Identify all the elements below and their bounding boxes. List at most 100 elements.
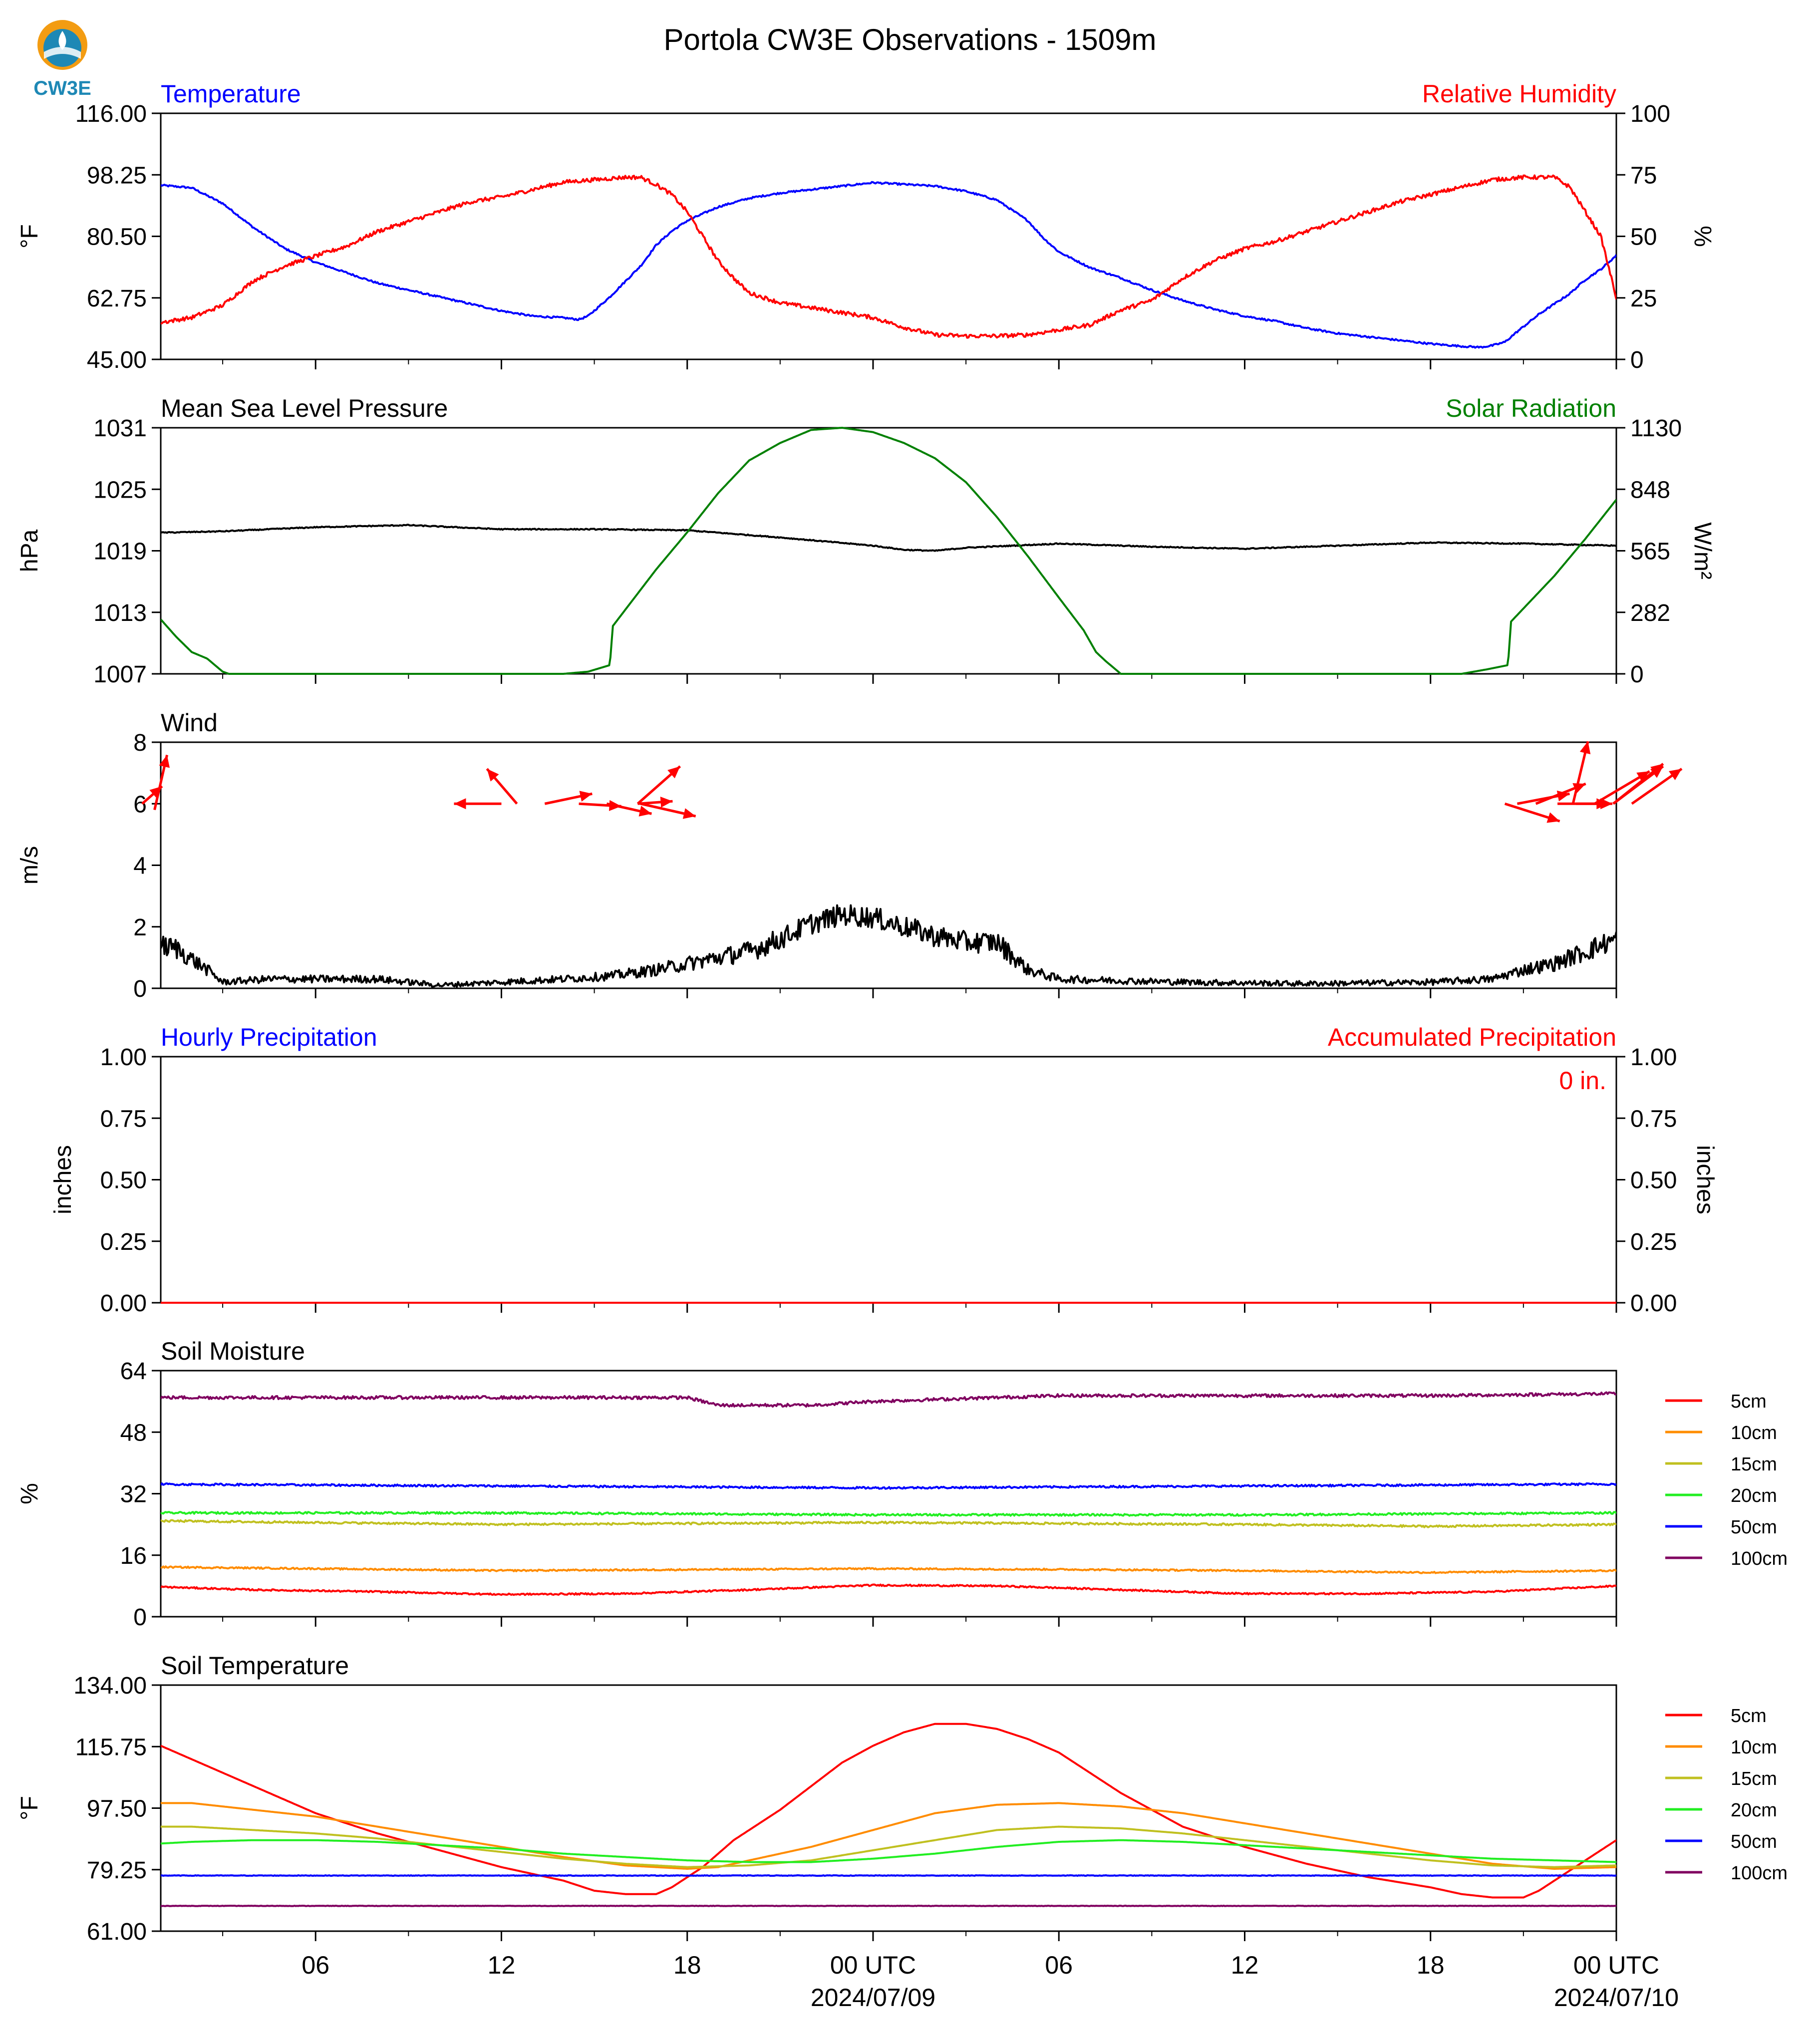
y-axis-label: °F <box>16 224 43 249</box>
y-tick-label: 32 <box>120 1481 147 1508</box>
y-axis-label: °F <box>16 1796 43 1820</box>
y-tick-label: 16 <box>120 1543 147 1569</box>
accumulated-total-label: 0 in. <box>1559 1067 1606 1095</box>
y2-axis-label: W/m² <box>1689 522 1716 579</box>
panel-temperature-humidity: Temperature Relative Humidity 116.00 98.25 8… <box>16 80 1716 373</box>
series-line-temperature-humidity-0 <box>161 181 1616 349</box>
legend-label: 20cm <box>1731 1485 1777 1506</box>
y2-tick-label: 0.00 <box>1630 1290 1677 1317</box>
y2-tick-label: 0.75 <box>1630 1106 1677 1132</box>
y-axis-label: % <box>16 1483 43 1504</box>
y2-axis-label: % <box>1689 226 1716 247</box>
y2-tick-label: 0 <box>1630 661 1644 688</box>
x-tick-label: 06 <box>302 1951 329 1979</box>
x-tick-label: 06 <box>1045 1951 1073 1979</box>
panels: Temperature Relative Humidity 116.00 98.25 8… <box>16 80 1788 2012</box>
series-group <box>161 904 1616 988</box>
series-line-temperature-humidity-1 <box>161 174 1616 339</box>
wind-arrow-head <box>667 766 680 779</box>
x-tick-label: 18 <box>1417 1951 1445 1979</box>
wind-arrow-head <box>1650 764 1663 776</box>
series-group <box>161 427 1616 675</box>
y-tick-label: 1013 <box>93 600 147 626</box>
y2-tick-label: 0.50 <box>1630 1167 1677 1194</box>
wind-arrow-head <box>1546 812 1560 823</box>
y-tick-label: 1031 <box>93 415 147 442</box>
series-group <box>161 1723 1616 1907</box>
y-tick-label: 6 <box>133 791 147 818</box>
y-tick-label: 48 <box>120 1420 147 1446</box>
wind-arrow-head <box>454 798 466 810</box>
y-axis-label: m/s <box>16 846 43 884</box>
series-line-10cm <box>161 1565 1616 1574</box>
y-tick-label: 0.25 <box>100 1229 147 1255</box>
wind-arrow-head <box>487 769 499 782</box>
y-axis-label: hPa <box>16 529 43 572</box>
legend: 5cm 10cm 15cm 20cm 50cm 100cm <box>1665 1391 1788 1569</box>
wind-arrow-head <box>1636 771 1650 782</box>
y-tick-label: 1019 <box>93 539 147 565</box>
panel-right-title: Accumulated Precipitation <box>1328 1023 1616 1051</box>
y2-tick-label: 565 <box>1630 539 1670 565</box>
x-tick-label: 12 <box>1231 1951 1259 1979</box>
legend: 5cm 10cm 15cm 20cm 50cm 100cm <box>1665 1706 1788 1884</box>
series-line-pressure-solar-0 <box>161 524 1616 552</box>
y2-tick-label: 1.00 <box>1630 1044 1677 1071</box>
y-tick-label: 2 <box>133 914 147 941</box>
x-tick-label: 12 <box>488 1951 516 1979</box>
y2-tick-label: 50 <box>1630 224 1657 251</box>
y-tick-label: 64 <box>120 1358 147 1385</box>
series-line-20cm <box>161 1839 1616 1863</box>
x-tick-label: 00 UTC <box>1573 1951 1659 1979</box>
legend-label: 10cm <box>1731 1737 1777 1758</box>
wind-arrow-head <box>682 808 696 819</box>
chart-title: Portola CW3E Observations - 1509m <box>663 23 1156 56</box>
y-tick-label: 61.00 <box>87 1919 147 1945</box>
y-tick-label: 1007 <box>93 661 147 688</box>
y-tick-label: 116.00 <box>75 101 147 127</box>
series-line-wind-0 <box>161 904 1616 988</box>
y2-tick-label: 0 <box>1630 347 1644 373</box>
y2-tick-label: 75 <box>1630 162 1657 189</box>
panel-precipitation: Hourly Precipitation Accumulated Precipit… <box>50 1023 1718 1317</box>
series-line-20cm <box>161 1511 1616 1517</box>
panel-left-title: Soil Temperature <box>161 1652 349 1680</box>
wind-arrows <box>141 741 1683 823</box>
x-date-label: 2024/07/09 <box>811 1984 935 2012</box>
panel-left-title: Hourly Precipitation <box>161 1023 377 1051</box>
legend-label: 100cm <box>1731 1548 1788 1569</box>
y-tick-label: 1.00 <box>100 1044 147 1071</box>
y-tick-label: 0 <box>133 1604 147 1631</box>
y2-tick-label: 0.25 <box>1630 1229 1677 1255</box>
legend-label: 5cm <box>1731 1706 1767 1727</box>
legend-label: 20cm <box>1731 1800 1777 1821</box>
panel-right-title: Relative Humidity <box>1422 80 1616 108</box>
panel-left-title: Mean Sea Level Pressure <box>161 394 448 422</box>
y-tick-label: 45.00 <box>87 347 147 373</box>
panel-left-title: Soil Moisture <box>161 1337 305 1365</box>
y-tick-label: 0 <box>133 976 147 1002</box>
wind-arrow-head <box>638 806 652 817</box>
x-date-label: 2024/07/10 <box>1554 1984 1679 2012</box>
legend-label: 50cm <box>1731 1831 1777 1852</box>
panel-left-title: Temperature <box>161 80 301 108</box>
y2-tick-label: 25 <box>1630 286 1657 312</box>
y-tick-label: 0.75 <box>100 1106 147 1132</box>
y2-tick-label: 848 <box>1630 477 1670 503</box>
y-tick-label: 0.50 <box>100 1167 147 1194</box>
x-tick-label: 00 UTC <box>830 1951 916 1979</box>
panel-wind: Wind 8 6 4 2 0 m/s <box>16 709 1683 1002</box>
panel-soil-moisture: Soil Moisture 64 48 32 16 0% 5cm 10cm 15cm 20cm 50… <box>16 1337 1788 1631</box>
legend-label: 15cm <box>1731 1454 1777 1475</box>
y-tick-label: 4 <box>133 853 147 879</box>
wind-arrow-head <box>660 796 673 808</box>
y-tick-label: 80.50 <box>87 224 147 251</box>
y-tick-label: 98.25 <box>87 162 147 189</box>
series-line-10cm <box>161 1802 1616 1870</box>
panel-soil-temperature: Soil Temperature 134.00 115.75 97.50 79.25 61… <box>16 1652 1788 2012</box>
series-line-15cm <box>161 1519 1616 1528</box>
series-group <box>161 174 1616 349</box>
panel-pressure-solar: Mean Sea Level Pressure Solar Radiation 10… <box>16 394 1716 688</box>
y-tick-label: 115.75 <box>75 1734 147 1760</box>
y2-tick-label: 282 <box>1630 600 1670 626</box>
